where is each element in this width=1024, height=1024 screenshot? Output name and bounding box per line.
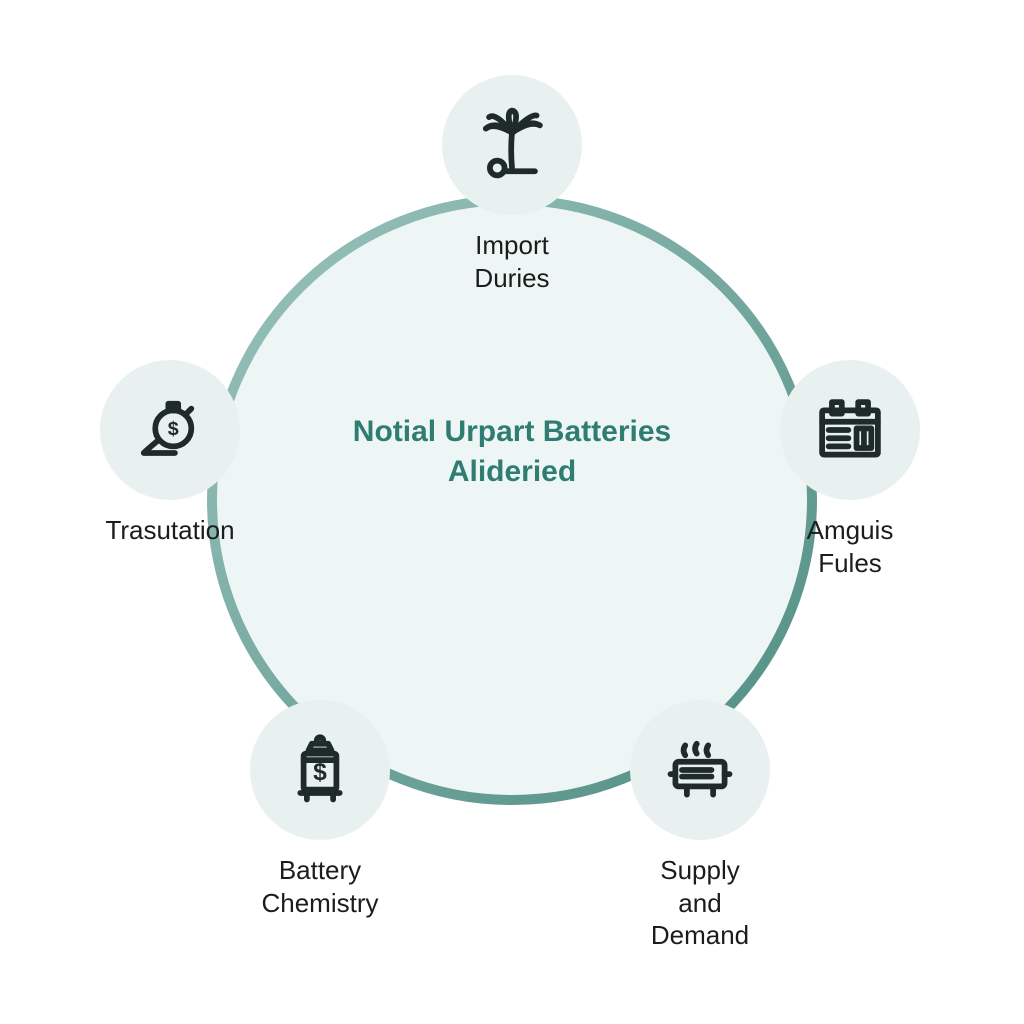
stopwatch-dollar-icon: $ <box>129 389 211 471</box>
node-bubble <box>630 700 770 840</box>
node-label: Battery Chemistry <box>250 854 390 919</box>
node-trasutation: $ Trasutation <box>100 360 240 547</box>
node-bubble <box>780 360 920 500</box>
node-import-duties: Import Duries <box>442 75 582 294</box>
center-title-line2: Alideried <box>448 455 576 488</box>
lantern-dollar-icon: $ <box>279 729 361 811</box>
node-bubble: $ <box>250 700 390 840</box>
node-label: Supply and Demand <box>630 854 770 952</box>
node-label: Amguis Fules <box>780 514 920 579</box>
palm-icon <box>471 104 553 186</box>
center-title-line1: Notial Urpart Batteries <box>353 415 671 448</box>
calendar-icon <box>809 389 891 471</box>
diagram-canvas: Notial Urpart Batteries Alideried Import… <box>0 0 1024 1024</box>
node-bubble <box>442 75 582 215</box>
node-battery-chemistry: $ Battery Chemistry <box>250 700 390 919</box>
node-supply-demand: Supply and Demand <box>630 700 770 952</box>
svg-text:$: $ <box>313 759 327 786</box>
svg-text:$: $ <box>168 418 179 440</box>
node-label: Trasutation <box>100 514 240 547</box>
node-amguis-fules: Amguis Fules <box>780 360 920 579</box>
node-label: Import Duries <box>442 229 582 294</box>
grill-icon <box>659 729 741 811</box>
node-bubble: $ <box>100 360 240 500</box>
center-title: Notial Urpart Batteries Alideried <box>282 412 742 493</box>
